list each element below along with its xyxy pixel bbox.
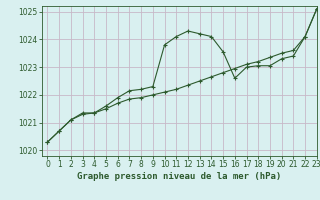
X-axis label: Graphe pression niveau de la mer (hPa): Graphe pression niveau de la mer (hPa) (77, 172, 281, 181)
